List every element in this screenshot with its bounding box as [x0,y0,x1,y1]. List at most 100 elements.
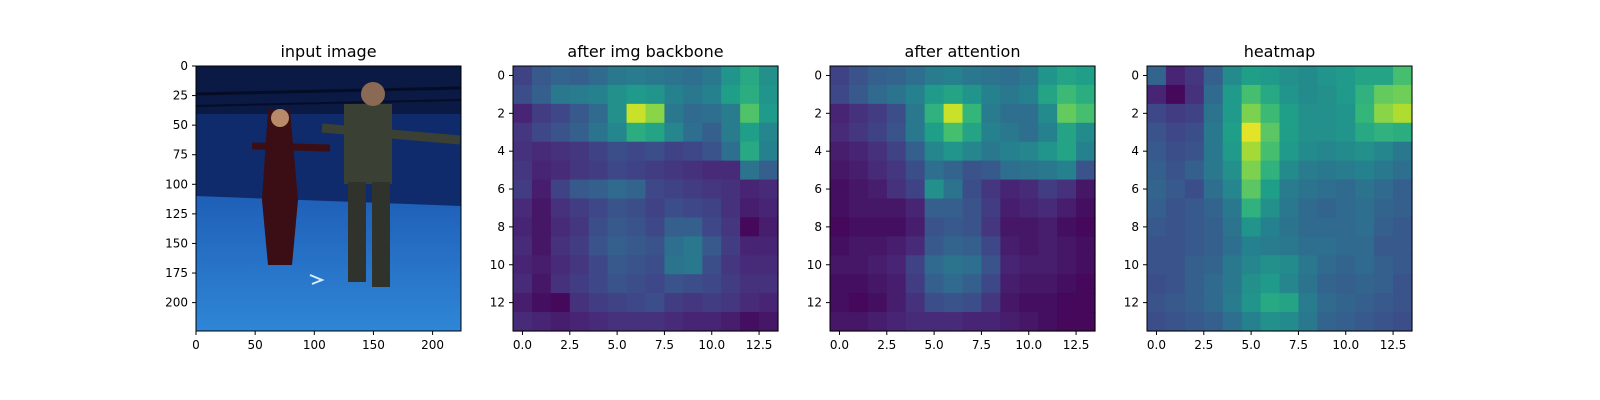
heatmap-cell [1260,66,1281,86]
heatmap-cell [1222,312,1243,332]
heatmap-cell [664,160,684,181]
heatmap-cell [1222,122,1243,143]
person-right-torso [344,104,392,184]
heatmap-cell [607,293,628,313]
heatmap-cell [1019,141,1039,162]
heatmap-cell [1057,160,1077,181]
heatmap-cell [1260,198,1281,219]
heatmap-cell [683,160,703,181]
heatmap-cell [1038,236,1058,256]
heatmap-cell [683,255,703,275]
heatmap-cell [1374,198,1394,219]
heatmap-cell [1184,103,1205,124]
heatmap-cell [1000,255,1020,275]
heatmap-cell [962,217,983,237]
heatmap-cell [1241,160,1262,181]
y-tick-label: 4 [814,144,822,158]
heatmap-cell [531,217,552,237]
heatmap-cell [1184,255,1205,275]
heatmap-cell [626,274,647,294]
heatmap-cell [550,160,571,181]
heatmap-cell [1298,141,1318,162]
heatmap-cell [683,66,703,86]
heatmap-cell [513,122,533,143]
heatmap-cell [1374,160,1394,181]
heatmap-cell [1355,293,1375,313]
heatmap-cell [683,293,703,313]
heatmap-cell [943,141,964,162]
heatmap-cell [531,198,552,219]
heatmap-cell [1336,236,1356,256]
heatmap-cell [1241,103,1262,124]
y-tick-label: 0 [814,68,822,82]
y-tick-label: 10 [807,258,822,272]
heatmap-cell [645,103,666,124]
panel-title: heatmap [1244,42,1316,61]
heatmap-cell [531,312,552,332]
heatmap-cell [645,198,666,219]
heatmap-cell [1000,66,1020,86]
heatmap-cell [924,179,945,200]
heatmap-cell [1317,312,1337,332]
heatmap-cell [1038,198,1058,219]
heatmap-cell [848,84,869,105]
heatmap-cell [867,122,888,143]
heatmap-cell [1260,312,1281,332]
heatmap-cell [740,293,760,313]
heatmap-cell [1260,122,1281,143]
heatmap-cell [981,103,1001,124]
heatmap-cell [721,66,741,86]
heatmap-cell [848,103,869,124]
heatmap-cell [569,312,590,332]
heatmap-cell [1076,217,1096,237]
y-tick-label: 8 [814,220,822,234]
heatmap-cell [1393,179,1413,200]
heatmap-cell [1165,255,1186,275]
heatmap-cell [664,274,684,294]
y-tick-label: 6 [497,182,505,196]
heatmap-cell [664,217,684,237]
heatmap-cell [1019,66,1039,86]
heatmap-cell [1203,66,1224,86]
y-tick-label: 175 [165,266,188,280]
heatmap-cell [702,66,722,86]
heatmap-cell [513,141,533,162]
heatmap-cell [830,217,850,237]
heatmap-cell [1038,312,1058,332]
heatmap-cell [626,122,647,143]
heatmap-cell [740,122,760,143]
heatmap-cell [664,312,684,332]
heatmap-cell [962,179,983,200]
heatmap-cell [886,160,907,181]
heatmap-cell [645,84,666,105]
heatmap-cell [702,179,722,200]
heatmap-cell [721,217,741,237]
heatmap-cell [1317,160,1337,181]
x-tick-label: 7.5 [655,338,674,352]
heatmap-cell [1317,255,1337,275]
heatmap-cell [981,312,1001,332]
heatmap-cell [740,198,760,219]
heatmap-cell [1355,255,1375,275]
heatmap-cell [1184,236,1205,256]
heatmap-cell [645,141,666,162]
heatmap-cell [943,122,964,143]
heatmap-cell [962,255,983,275]
heatmap-cell [1260,84,1281,105]
heatmap-cell [1279,293,1300,313]
heatmap-cell [588,122,609,143]
input-image [195,66,462,331]
heatmap-cell [1203,122,1224,143]
heatmap-cell [1298,179,1318,200]
heatmap-cell [1317,103,1337,124]
heatmap-cell [962,274,983,294]
y-tick-label: 75 [173,148,188,162]
heatmap-cell [1222,198,1243,219]
heatmap-cell [1374,103,1394,124]
heatmap-cell [645,179,666,200]
heatmap-cell [962,103,983,124]
heatmap-cell [1241,198,1262,219]
heatmap-cell [683,141,703,162]
y-tick-label: 8 [497,220,505,234]
heatmap-cell [588,141,609,162]
